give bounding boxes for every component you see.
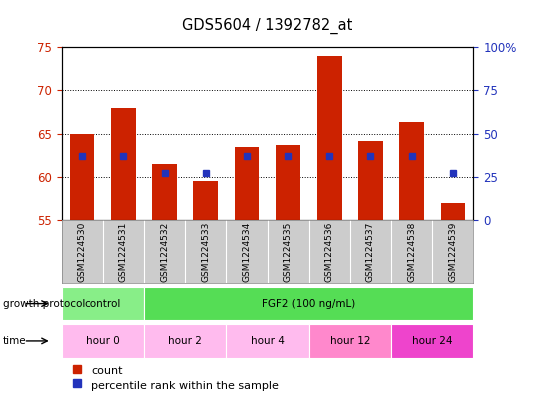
Bar	[62, 287, 144, 320]
Bar	[70, 134, 95, 220]
Text: GSM1224530: GSM1224530	[78, 222, 87, 282]
Bar	[152, 164, 177, 220]
Bar	[234, 147, 259, 220]
Text: GSM1224539: GSM1224539	[448, 222, 457, 282]
Text: GDS5604 / 1392782_at: GDS5604 / 1392782_at	[182, 18, 353, 34]
Text: GSM1224534: GSM1224534	[242, 222, 251, 282]
Text: time: time	[3, 336, 26, 346]
Bar	[62, 324, 144, 358]
Text: GSM1224533: GSM1224533	[201, 222, 210, 282]
Text: GSM1224536: GSM1224536	[325, 222, 334, 282]
Text: GSM1224537: GSM1224537	[366, 222, 375, 282]
Bar	[226, 324, 309, 358]
Bar	[391, 324, 473, 358]
Text: hour 4: hour 4	[250, 336, 285, 346]
Text: hour 12: hour 12	[330, 336, 370, 346]
Text: hour 24: hour 24	[412, 336, 453, 346]
Bar	[193, 181, 218, 220]
Bar	[317, 56, 342, 220]
Text: hour 0: hour 0	[86, 336, 120, 346]
Text: GSM1224538: GSM1224538	[407, 222, 416, 282]
Text: control: control	[85, 299, 121, 309]
Bar	[276, 145, 301, 220]
Bar	[144, 324, 226, 358]
Text: GSM1224535: GSM1224535	[284, 222, 293, 282]
Text: percentile rank within the sample: percentile rank within the sample	[91, 381, 279, 391]
Bar	[309, 324, 391, 358]
Text: growth protocol: growth protocol	[3, 299, 85, 309]
Text: hour 2: hour 2	[168, 336, 202, 346]
Text: FGF2 (100 ng/mL): FGF2 (100 ng/mL)	[262, 299, 355, 309]
Text: GSM1224532: GSM1224532	[160, 222, 169, 282]
Bar	[399, 122, 424, 220]
Bar	[111, 108, 136, 220]
Text: GSM1224531: GSM1224531	[119, 222, 128, 282]
Bar	[440, 203, 465, 220]
Text: count: count	[91, 366, 123, 376]
Bar	[358, 141, 383, 220]
Bar	[144, 287, 473, 320]
